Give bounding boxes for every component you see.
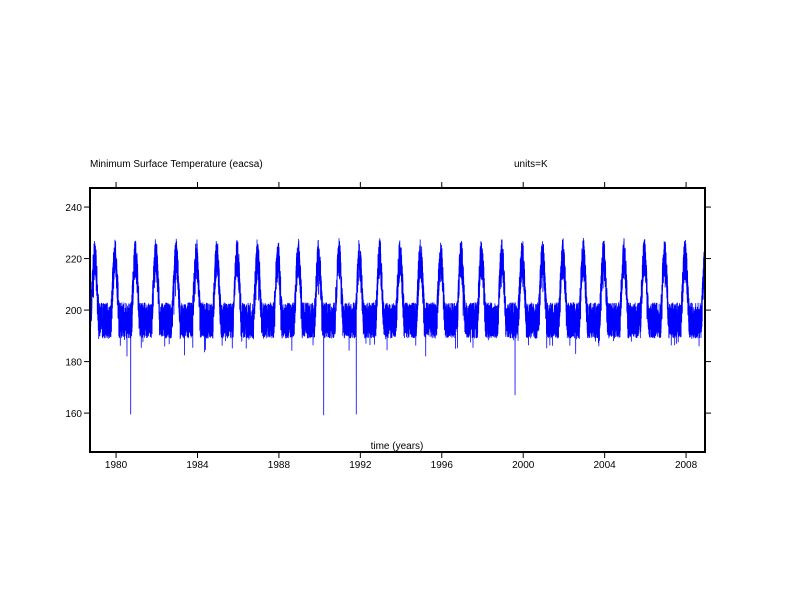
y-tick-label: 200	[65, 306, 82, 317]
chart-title: Minimum Surface Temperature (eacsa)	[90, 159, 263, 170]
y-tick-label: 180	[65, 358, 82, 369]
x-tick-label: 1988	[268, 460, 291, 471]
plot-frame	[89, 187, 706, 453]
y-tick-label: 160	[65, 409, 82, 420]
series-line-min-surface-temperature	[89, 237, 706, 416]
x-tick-label: 1984	[186, 460, 209, 471]
axes: 1980 1984 1988 1992 1996 2000 2004 2008 160 180 20…	[65, 182, 711, 471]
y-tick-label: 240	[65, 203, 82, 214]
x-tick-label: 2004	[594, 460, 617, 471]
x-tick-label: 1980	[105, 460, 128, 471]
units-label: units=K	[514, 159, 548, 170]
x-tick-label: 2000	[512, 460, 535, 471]
x-tick-label: 2008	[675, 460, 698, 471]
plot-area	[89, 237, 706, 416]
x-tick-label: 1996	[431, 460, 454, 471]
x-axis-label: time (years)	[371, 441, 424, 452]
y-tick-label: 220	[65, 255, 82, 266]
x-tick-label: 1992	[349, 460, 372, 471]
